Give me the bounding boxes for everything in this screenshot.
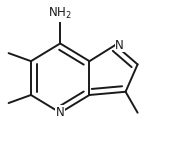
Text: N: N <box>115 39 124 52</box>
Text: NH$_2$: NH$_2$ <box>48 6 72 21</box>
Text: N: N <box>56 106 64 119</box>
